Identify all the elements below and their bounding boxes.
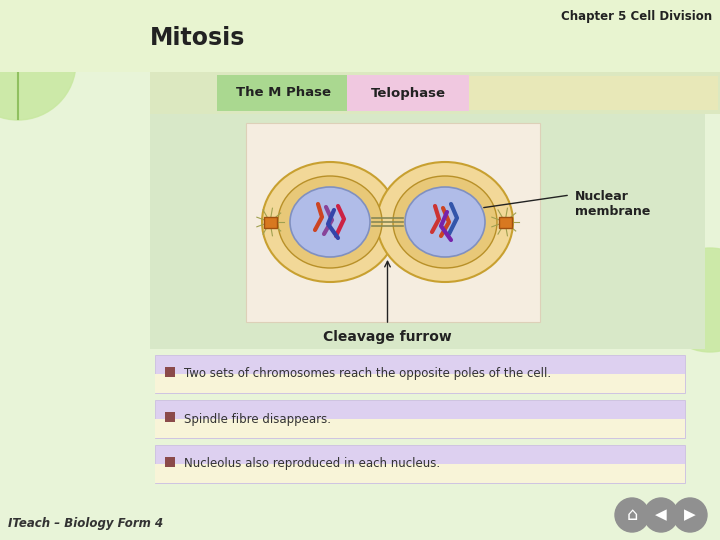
FancyBboxPatch shape: [217, 75, 349, 111]
FancyBboxPatch shape: [155, 445, 685, 483]
FancyBboxPatch shape: [165, 412, 175, 422]
FancyBboxPatch shape: [165, 367, 175, 377]
Text: Nucleolus also reproduced in each nucleus.: Nucleolus also reproduced in each nucleu…: [184, 457, 440, 470]
FancyBboxPatch shape: [468, 76, 718, 110]
FancyBboxPatch shape: [155, 464, 685, 483]
FancyBboxPatch shape: [155, 374, 685, 393]
Text: Nuclear
membrane: Nuclear membrane: [575, 190, 650, 218]
FancyBboxPatch shape: [155, 400, 685, 438]
Ellipse shape: [278, 176, 382, 268]
Text: ▶: ▶: [684, 508, 696, 523]
FancyBboxPatch shape: [0, 0, 720, 72]
Text: Two sets of chromosomes reach the opposite poles of the cell.: Two sets of chromosomes reach the opposi…: [184, 368, 551, 381]
Text: Mitosis: Mitosis: [150, 26, 246, 50]
Ellipse shape: [405, 187, 485, 257]
Text: Spindle fibre disappears.: Spindle fibre disappears.: [184, 413, 331, 426]
Text: ⌂: ⌂: [626, 506, 638, 524]
Circle shape: [0, 4, 76, 120]
FancyBboxPatch shape: [155, 355, 685, 393]
FancyBboxPatch shape: [264, 217, 276, 227]
Circle shape: [673, 498, 707, 532]
Circle shape: [615, 498, 649, 532]
FancyBboxPatch shape: [347, 75, 469, 111]
FancyBboxPatch shape: [155, 419, 685, 438]
Text: The M Phase: The M Phase: [235, 86, 330, 99]
Text: Cleavage furrow: Cleavage furrow: [323, 330, 452, 344]
FancyBboxPatch shape: [165, 457, 175, 467]
Circle shape: [644, 498, 678, 532]
Ellipse shape: [393, 176, 497, 268]
FancyBboxPatch shape: [246, 123, 540, 322]
Ellipse shape: [377, 162, 513, 282]
FancyBboxPatch shape: [150, 72, 720, 114]
Text: Chapter 5 Cell Division: Chapter 5 Cell Division: [561, 10, 712, 23]
FancyBboxPatch shape: [150, 114, 705, 349]
Circle shape: [658, 248, 720, 352]
Text: ITeach – Biology Form 4: ITeach – Biology Form 4: [8, 517, 163, 530]
FancyBboxPatch shape: [498, 217, 511, 227]
Text: Telophase: Telophase: [371, 86, 446, 99]
Ellipse shape: [290, 187, 370, 257]
FancyBboxPatch shape: [150, 114, 705, 349]
Text: ◀: ◀: [655, 508, 667, 523]
Ellipse shape: [262, 162, 398, 282]
